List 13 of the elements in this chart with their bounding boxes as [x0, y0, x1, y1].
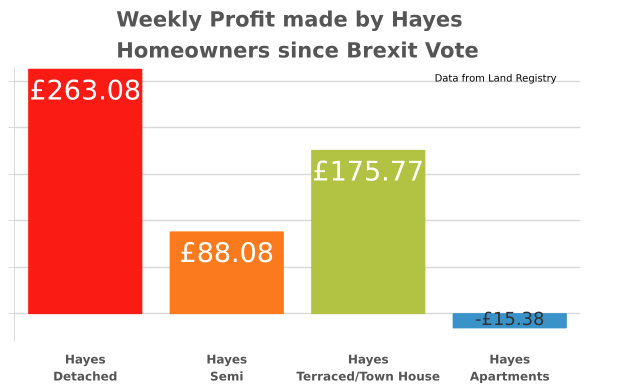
bar [170, 231, 284, 314]
x-tick-label: Hayes Apartments [470, 352, 550, 384]
data-label: £175.77 [312, 156, 424, 188]
x-tick-label: Hayes Semi [206, 352, 248, 384]
data-label: £263.08 [29, 75, 142, 106]
data-label: £88.08 [180, 238, 274, 269]
x-tick-label: Hayes Terraced/Town House [296, 352, 440, 384]
bar [311, 150, 426, 314]
data-label: -£15.38 [475, 309, 544, 330]
bar [28, 68, 142, 314]
x-tick-label: Hayes Detached [53, 352, 118, 384]
chart-title: Weekly Profit made by Hayes Homeowners since Brexit Vote [116, 7, 479, 62]
annotation: Data from Land Registry [434, 74, 557, 84]
